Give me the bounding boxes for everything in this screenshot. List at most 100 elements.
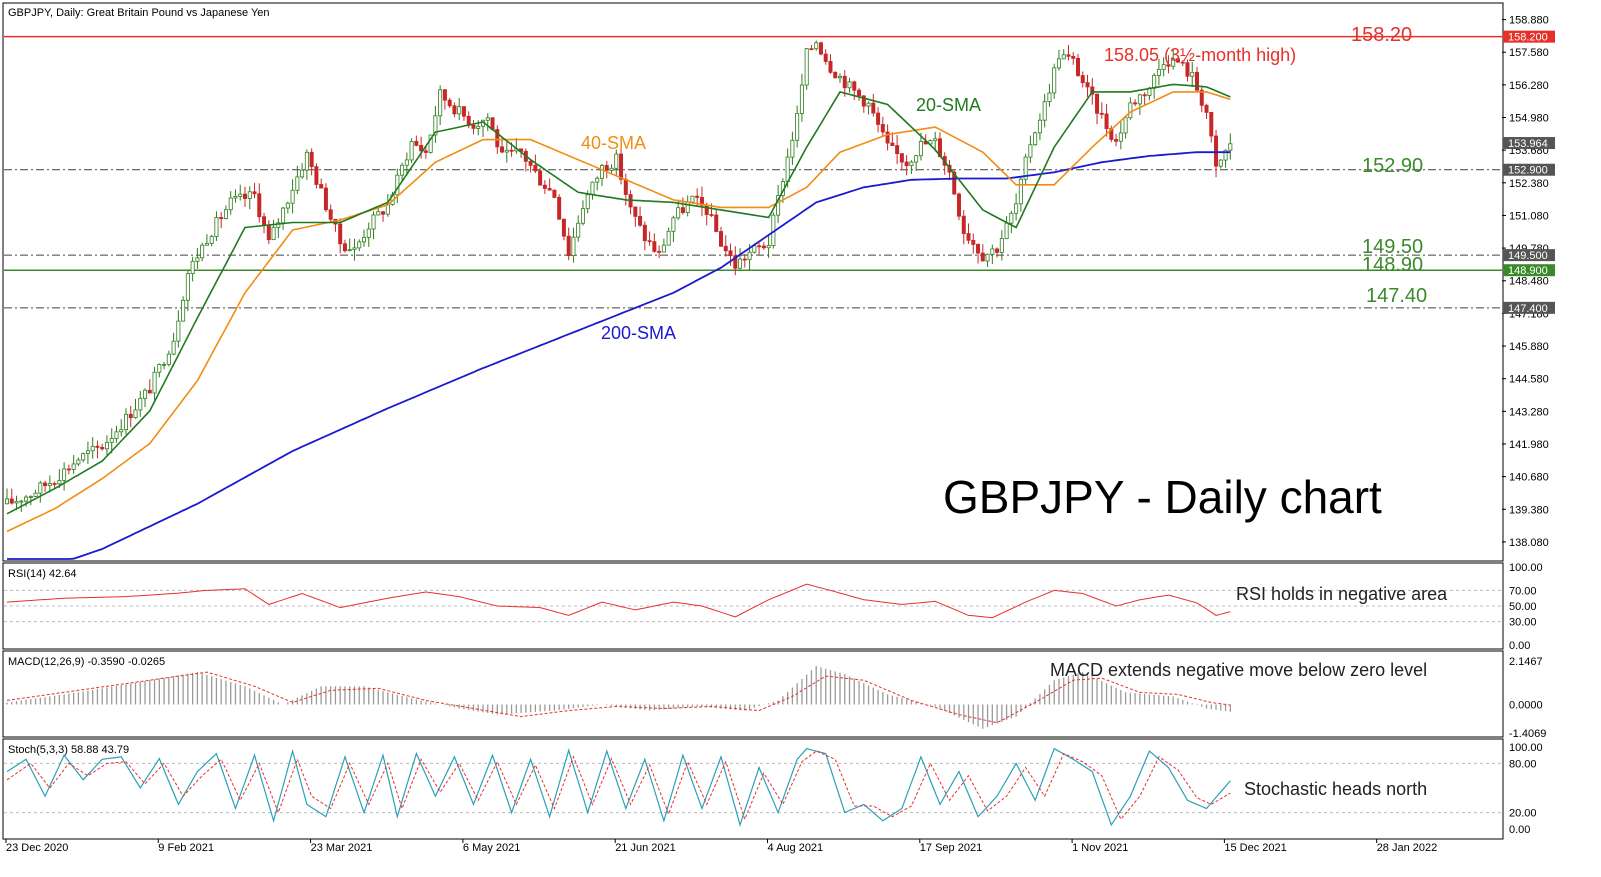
candle-bull: [361, 236, 366, 243]
stoch-layer: 100.00 80.00 20.00 0.00: [4, 742, 1543, 836]
candle-bear: [861, 95, 866, 107]
candle-bear: [833, 71, 838, 79]
candle-bear: [742, 258, 747, 261]
candle-bear: [652, 241, 657, 252]
candle-bear: [809, 48, 814, 51]
date-tick-label: 23 Dec 2020: [6, 842, 68, 854]
price-tick-label: 143.280: [1509, 406, 1549, 418]
date-tick-label: 23 Mar 2021: [311, 842, 373, 854]
candle-bear: [880, 124, 885, 133]
candle-bull: [428, 134, 433, 153]
candle-bull: [795, 113, 800, 141]
candle-bear: [1195, 71, 1200, 91]
sma20-label: 20-SMA: [916, 95, 981, 115]
candle-bear: [638, 216, 643, 226]
candle-bull: [928, 140, 933, 145]
candle-bull: [661, 244, 666, 253]
candle-bear: [66, 468, 71, 471]
candle-bull: [909, 161, 914, 167]
candle-bull: [200, 244, 205, 259]
rsi-line: [6, 583, 1231, 619]
candle-bear: [500, 146, 505, 153]
candle-bear: [657, 250, 662, 253]
price-tick-label: 148.480: [1509, 276, 1549, 288]
candle-bull: [738, 258, 743, 269]
candle-bear: [680, 207, 685, 213]
candle-bull: [485, 117, 490, 121]
candle-bull: [233, 196, 238, 199]
candle-bull: [28, 496, 33, 498]
candle-bear: [319, 184, 324, 189]
level-label-158-20: 158.20: [1351, 24, 1412, 46]
candle-bull: [209, 236, 214, 244]
price-tag-box: [1503, 264, 1555, 277]
candle-bull: [1037, 119, 1042, 134]
candle-bull: [504, 149, 509, 153]
candle-bear: [966, 233, 971, 241]
candle-bull: [1004, 222, 1009, 240]
candle-bull: [1009, 212, 1014, 224]
candle-bull: [666, 230, 671, 246]
candle-bull: [19, 500, 24, 503]
candle-bull: [1028, 144, 1033, 158]
candle-bear: [961, 215, 966, 234]
candle-bull: [143, 389, 148, 399]
candle-bull: [1161, 64, 1166, 70]
candle-bull: [181, 299, 186, 322]
candle-bear: [452, 105, 457, 115]
candle-bear: [342, 243, 347, 252]
candle-bull: [285, 202, 290, 209]
price-tag-box: [1503, 249, 1555, 262]
candle-bull: [438, 89, 443, 117]
candle-bull: [1218, 159, 1223, 167]
candle-bull: [104, 442, 109, 450]
candle-bear: [95, 445, 100, 448]
level-label-152-90: 152.90: [1362, 155, 1423, 177]
candle-bull: [1023, 156, 1028, 180]
candle-bull: [990, 248, 995, 255]
price-tick-label: 145.880: [1509, 341, 1549, 353]
candle-bear: [719, 231, 724, 247]
stoch-tick-label: 0.00: [1509, 824, 1530, 836]
candle-bear: [1199, 89, 1204, 106]
stoch-note: Stochastic heads north: [1244, 779, 1427, 799]
candle-bear: [552, 189, 557, 198]
candle-bear: [757, 245, 762, 248]
candle-bull: [785, 156, 790, 182]
price-tag-label: 152.900: [1508, 165, 1548, 177]
candle-bull: [119, 429, 124, 433]
candle-bear: [952, 171, 957, 195]
candle-bear: [1076, 57, 1081, 76]
candle-bear: [128, 413, 133, 419]
candle-bull: [138, 397, 143, 411]
candle-bear: [709, 214, 714, 216]
candle-bear: [733, 255, 738, 269]
price-tick-label: 140.680: [1509, 472, 1549, 484]
candle-bull: [228, 197, 233, 211]
candle-bear: [461, 106, 466, 117]
candle-bull: [400, 164, 405, 176]
candle-bear: [976, 244, 981, 254]
candle-bull: [595, 177, 600, 183]
candle-bear: [100, 446, 105, 450]
candle-bear: [885, 131, 890, 144]
date-tick-label: 21 Jun 2021: [615, 842, 676, 854]
candle-bull: [276, 222, 281, 228]
candle-bull: [576, 222, 581, 238]
candle-bear: [147, 389, 152, 394]
candle-bull: [776, 195, 781, 216]
candle-bear: [1085, 82, 1090, 88]
candle-bear: [619, 153, 624, 180]
candle-bear: [471, 124, 476, 129]
sma40-line: [6, 91, 1231, 533]
candle-bear: [52, 483, 57, 485]
price-tag-box: [1503, 30, 1555, 43]
price-tag-label: 153.964: [1508, 138, 1548, 150]
annotation-high: 158.05 (3½-month high): [1104, 45, 1296, 65]
price-tag-label: 148.900: [1508, 265, 1548, 277]
candle-bear: [447, 99, 452, 107]
macd-note: MACD extends negative move below zero le…: [1050, 660, 1427, 680]
candle-bull: [804, 48, 809, 86]
candle-bull: [352, 247, 357, 251]
candle-bear: [509, 149, 514, 152]
